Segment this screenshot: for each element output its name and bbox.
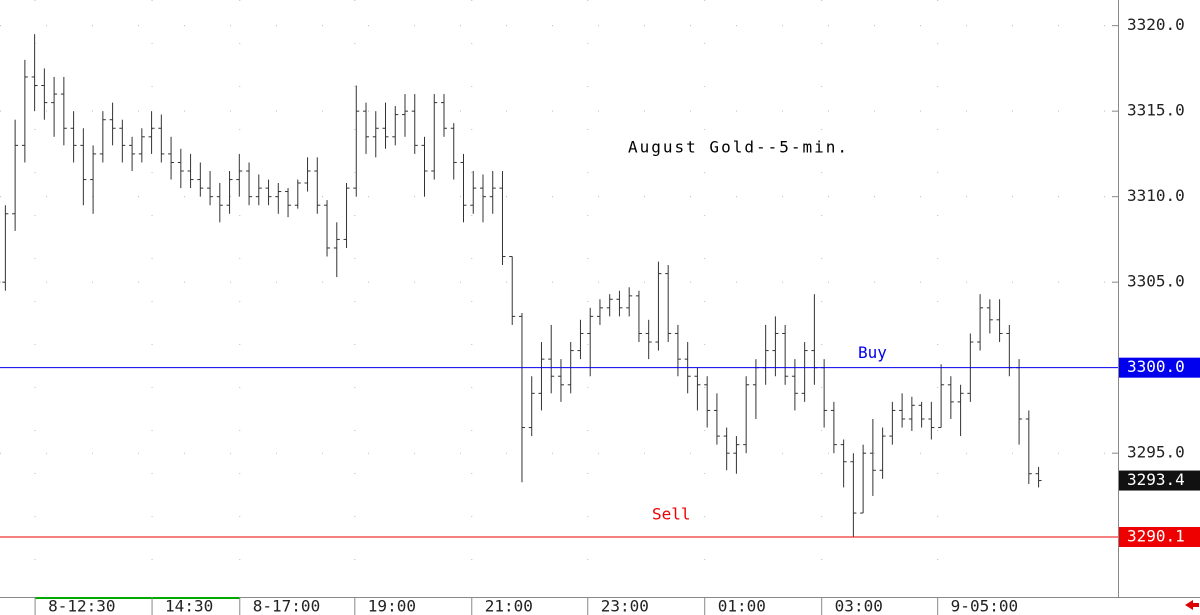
x-tick-label: 8-17:00 <box>253 597 320 615</box>
level-name: Sell <box>652 504 691 523</box>
x-tick-label: 21:00 <box>485 597 533 615</box>
x-tick-label: 23:00 <box>601 597 649 615</box>
y-tick-label: 3310.0 <box>1127 186 1185 205</box>
x-tick-label: 19:00 <box>368 597 416 615</box>
x-tick-label: 14:30 <box>165 597 213 615</box>
y-tick-label: 3315.0 <box>1127 101 1185 120</box>
x-tick-label: 01:00 <box>718 597 766 615</box>
scroll-arrow <box>1185 600 1199 610</box>
chart-title: August Gold--5-min. <box>628 138 849 157</box>
level-label: 3290.1 <box>1127 526 1185 545</box>
y-tick-label: 3305.0 <box>1127 272 1185 291</box>
level-box <box>1119 357 1200 378</box>
x-tick-label: 03:00 <box>835 597 883 615</box>
level-box <box>1119 526 1200 547</box>
last-price-label: 3293.4 <box>1127 470 1185 489</box>
x-tick-label: 9-05:00 <box>951 597 1018 615</box>
x-tick-label: 8-12:30 <box>48 597 115 615</box>
y-tick-label: 3295.0 <box>1127 443 1185 462</box>
last-price-box <box>1119 470 1200 491</box>
level-name: Buy <box>858 343 887 362</box>
level-label: 3300.0 <box>1127 357 1185 376</box>
y-tick-label: 3320.0 <box>1127 15 1185 34</box>
